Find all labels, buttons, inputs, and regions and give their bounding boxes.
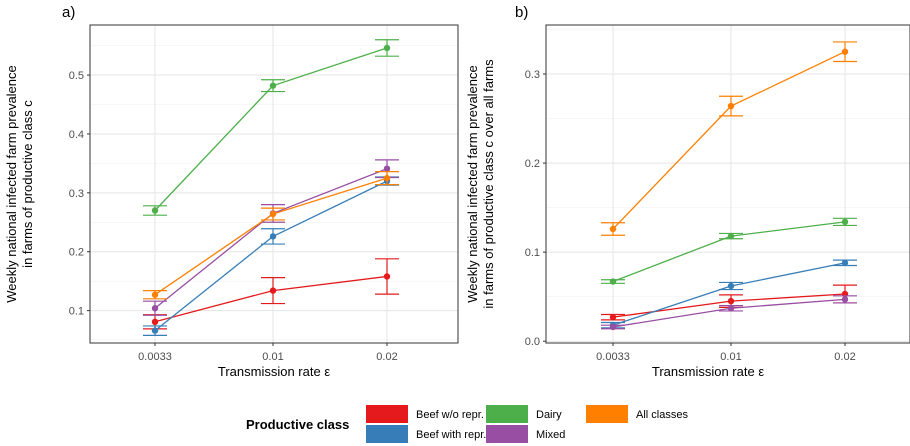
legend-title: Productive class [246,417,349,432]
legend-label: Dairy [536,409,562,421]
plot-border [545,24,910,344]
y-axis-title: in farms of productive class c over all … [481,59,496,309]
x-tick-label: 0.0033 [138,351,172,363]
data-point [727,297,735,305]
data-point [151,207,159,214]
data-point [609,323,617,331]
data-point [841,218,849,226]
x-tick-label: 0.0033 [596,351,630,363]
data-point [151,305,159,312]
data-point [727,305,735,312]
x-tick-label: 0.02 [376,351,397,363]
y-axis-title: Weekly national infected farm prevalence [465,65,480,303]
data-point [841,296,849,303]
x-axis-title: Transmission rate ε [652,364,764,379]
plot-background [90,25,458,343]
panel-a: 0.1 0.2 0.3 0.4 0.5 0.0033 0.01 0.02 Transmissio… [4,4,459,379]
y-axis-title: in farms of productive class c [20,100,35,268]
data-point [269,82,277,89]
data-point [383,174,391,182]
legend-key [486,425,528,443]
legend-label: All classes [636,409,688,421]
legend-key [586,405,628,423]
x-axis-title: Transmission rate ε [218,364,330,379]
y-tick-label: 0.1 [69,306,84,318]
panel-b: 0.0 0.1 0.2 0.3 0.0033 0.01 0.02 Transmission r… [465,4,910,379]
legend-key [366,405,408,423]
y-tick-label: 0.0 [525,336,540,348]
y-tick-label: 0.2 [69,247,84,259]
legend-label: Beef w/o repr. [416,409,484,421]
data-point [609,225,617,233]
data-point [151,291,159,298]
data-point [269,210,277,218]
y-tick-label: 0.4 [69,129,84,141]
data-point [269,287,277,294]
y-tick-label: 0.2 [525,158,540,170]
legend-key [366,425,408,443]
data-point [383,44,391,52]
x-tick-label: 0.01 [262,351,283,363]
y-tick-label: 0.5 [69,70,84,82]
data-point [841,259,849,267]
y-tick-label: 0.3 [525,69,540,81]
data-point [269,233,277,240]
x-tick-label: 0.02 [834,351,855,363]
panel-label: a) [62,4,75,21]
plot-border [89,24,459,344]
y-tick-label: 0.1 [525,247,540,259]
legend-label: Beef with repr. [416,429,486,441]
data-point [727,232,735,240]
data-point [151,318,159,325]
data-point [841,48,849,55]
y-axis-title: Weekly national infected farm prevalence [4,65,19,303]
x-tick-label: 0.01 [720,351,741,363]
data-point [383,273,391,280]
data-point [609,313,617,321]
panel-label: b) [515,4,528,21]
y-tick-label: 0.3 [69,188,84,200]
data-point [383,165,391,172]
data-point [151,327,159,334]
data-point [609,278,617,285]
legend: Productive class Beef w/o repr. Beef with… [246,405,688,443]
legend-key [486,405,528,423]
data-point [727,282,735,290]
data-point [727,102,735,110]
legend-label: Mixed [536,429,565,441]
